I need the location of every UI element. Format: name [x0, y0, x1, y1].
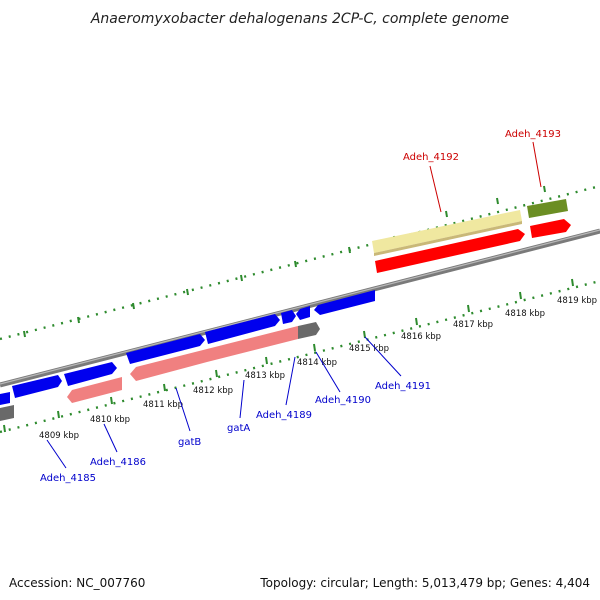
- genome-summary-text: Topology: circular; Length: 5,013,479 bp…: [259, 576, 590, 590]
- inner-major-ticks: [3, 278, 574, 433]
- scale-label: 4812 kbp: [193, 386, 233, 396]
- gene-labels: Adeh_4185 Adeh_4186 gatB gatA Adeh_4189 …: [40, 129, 561, 484]
- highlight-gene-cream[interactable]: [372, 210, 522, 253]
- gene-label-adeh-4192[interactable]: Adeh_4192: [403, 152, 459, 163]
- map-title: Anaeromyxobacter dehalogenans 2CP-C, com…: [90, 11, 509, 27]
- reverse-gene-track: [0, 322, 320, 421]
- scale-label: 4814 kbp: [297, 358, 337, 368]
- gene-label-adeh-4190[interactable]: Adeh_4190: [315, 395, 371, 406]
- gene-arrow[interactable]: [130, 349, 207, 381]
- scale-label: 4809 kbp: [39, 431, 79, 441]
- gene-arrow[interactable]: [296, 306, 310, 320]
- scale-label: 4813 kbp: [245, 371, 285, 381]
- highlight-gene-olive[interactable]: [527, 199, 568, 218]
- gene-arrow[interactable]: [126, 334, 205, 364]
- scale-label: 4819 kbp: [557, 296, 597, 306]
- gene-arrow[interactable]: [314, 290, 375, 315]
- gene-arrow[interactable]: [207, 326, 298, 362]
- gene-label-adeh-4186[interactable]: Adeh_4186: [90, 457, 146, 468]
- scale-label: 4817 kbp: [453, 320, 493, 330]
- scale-label: 4811 kbp: [143, 400, 183, 410]
- gene-arrow[interactable]: [205, 314, 280, 344]
- gene-label-adeh-4185[interactable]: Adeh_4185: [40, 473, 96, 484]
- callout-lines: [46, 141, 542, 469]
- gene-label-adeh-4191[interactable]: Adeh_4191: [375, 381, 431, 392]
- gene-label-gatb[interactable]: gatB: [178, 437, 201, 448]
- gene-arrow[interactable]: [64, 362, 117, 386]
- gene-label-gata[interactable]: gatA: [227, 423, 250, 434]
- genome-backbone: [0, 228, 600, 388]
- accession-text: Accession: NC_007760: [9, 576, 145, 590]
- scale-labels: 4809 kbp 4810 kbp 4811 kbp 4812 kbp 4813…: [39, 296, 597, 441]
- gene-label-adeh-4189[interactable]: Adeh_4189: [256, 410, 312, 421]
- pseudogene-block[interactable]: [298, 322, 320, 339]
- scale-label: 4810 kbp: [90, 415, 130, 425]
- forward-gene-track: [0, 290, 375, 405]
- scale-label: 4818 kbp: [505, 309, 545, 319]
- gene-arrow[interactable]: [67, 377, 122, 403]
- highlight-track: [372, 199, 571, 273]
- highlight-gene-red[interactable]: [375, 229, 525, 273]
- scale-label: 4815 kbp: [349, 344, 389, 354]
- pseudogene-block[interactable]: [0, 405, 14, 421]
- gene-arrow[interactable]: [0, 392, 10, 405]
- gene-label-adeh-4193[interactable]: Adeh_4193: [505, 129, 561, 140]
- gene-arrow[interactable]: [12, 375, 62, 398]
- gene-arrow[interactable]: [281, 310, 296, 324]
- highlight-gene-red-small[interactable]: [530, 219, 571, 238]
- scale-label: 4816 kbp: [401, 332, 441, 342]
- highlight-gene-cream-edge: [374, 221, 522, 256]
- outer-major-ticks: [23, 185, 546, 338]
